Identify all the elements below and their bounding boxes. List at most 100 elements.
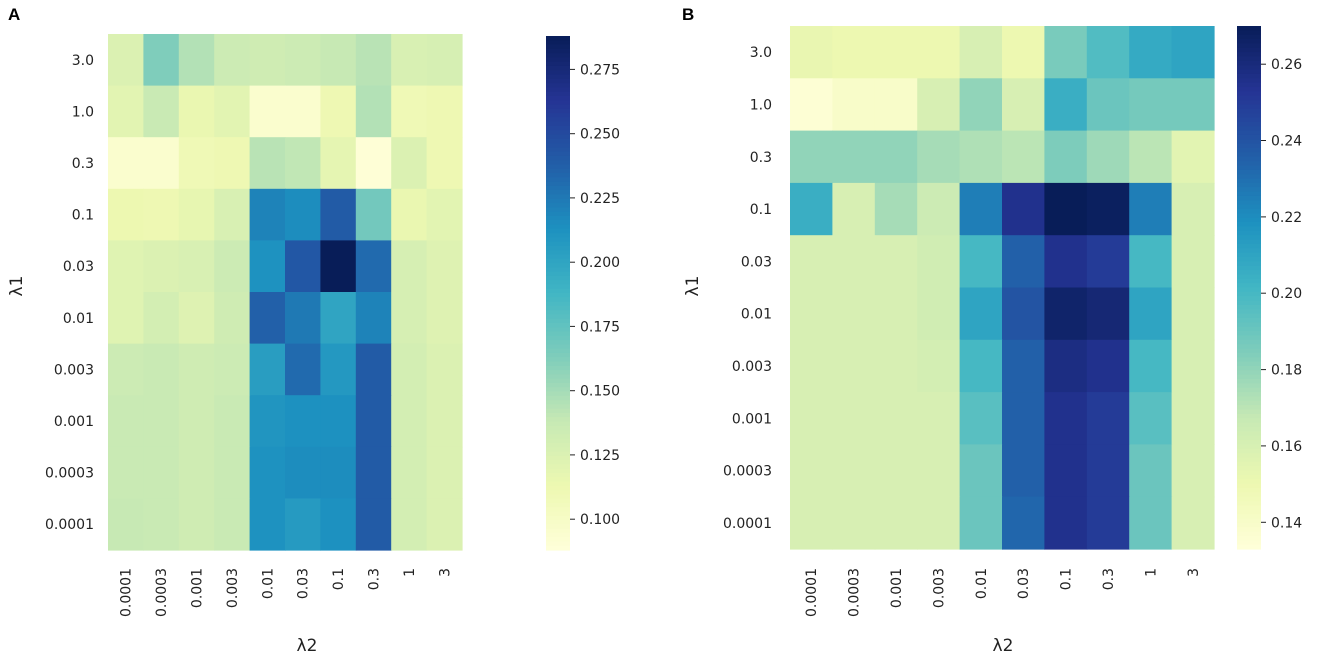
colorbar-strip [546,537,570,543]
colorbar-strip [1237,217,1261,223]
colorbar-strip [1237,235,1261,241]
heatmap-cell [790,339,833,393]
heatmap-cell [917,496,961,550]
heatmap-cell [832,235,876,289]
heatmap-cell [108,34,144,87]
heatmap-cell [832,287,876,341]
x-tick-label: 0.0003 [154,568,170,617]
heatmap-cell [874,235,918,289]
colorbar-strip [1237,95,1261,101]
colorbar-strip [546,284,570,290]
heatmap-cell [391,395,428,448]
colorbar-strip [546,541,570,547]
heatmap-cell [249,34,286,87]
colorbar-strip [546,48,570,54]
colorbar-strip [1237,514,1261,520]
y-tick-label: 0.003 [54,362,94,378]
colorbar-strip [546,61,570,67]
heatmap-cell [285,188,321,241]
colorbar-strip [1237,60,1261,66]
colorbar-strip [546,40,570,46]
heatmap-cell [320,188,357,241]
colorbar-strip [1237,448,1261,454]
panel-a: A 3.01.00.30.10.030.010.0030.0010.00030.… [7,5,620,656]
heatmap-cell [214,85,251,138]
colorbar-strip [1237,422,1261,428]
colorbar-strip [546,267,570,273]
colorbar-tick-label: 0.175 [580,319,620,335]
panel-a-y-axis-label: λ1 [7,276,27,297]
heatmap-cell [214,188,251,241]
heatmap-cell [285,446,321,499]
heatmap-cell [790,496,833,550]
colorbar-strip [1237,174,1261,180]
heatmap-cell [426,85,463,138]
heatmap-cell [1171,182,1215,236]
panel-a-y-ticks: 3.0 1.0 0.3 0.1 0.03 0.01 0.003 0.001 0.0003 0.00… [45,53,94,533]
y-tick-label: 0.03 [741,254,772,270]
colorbar-strip [546,241,570,247]
heatmap-cell [959,130,1003,184]
colorbar-strip [546,65,570,71]
colorbar-strip [546,194,570,200]
panel-a-x-ticks: 0.0001 0.0003 0.001 0.003 0.01 0.03 0.1 0.3 1 3 [119,568,454,617]
heatmap-cell [790,444,833,498]
x-tick-label: 0.0001 [119,568,135,617]
colorbar-strip [546,53,570,59]
heatmap-cell [959,287,1003,341]
colorbar-strip [1237,357,1261,363]
colorbar-strip [1237,361,1261,367]
colorbar-strip [546,322,570,328]
colorbar-strip [1237,374,1261,380]
heatmap-cell [178,292,215,345]
heatmap-cell [285,343,321,396]
heatmap-cell [1171,496,1215,550]
heatmap-cell [959,235,1003,289]
heatmap-cell [1044,339,1088,393]
heatmap-cell [108,85,144,138]
colorbar-strip [1237,100,1261,106]
colorbar-strip [546,245,570,251]
heatmap-cell [1171,392,1215,445]
colorbar-strip [546,254,570,260]
colorbar-strip [546,318,570,324]
colorbar-strip [1237,418,1261,424]
heatmap-cell [874,339,918,393]
heatmap-cell [917,78,961,132]
colorbar-strip [546,215,570,221]
colorbar-strip [1237,444,1261,450]
heatmap-cell [249,498,286,551]
heatmap-cell [214,498,251,551]
heatmap-cell [391,188,428,241]
heatmap-cell [959,26,1003,79]
colorbar-strip [546,421,570,427]
panel-b-colorbar: 0.14 0.16 0.18 0.20 0.22 0.24 0.26 [1237,26,1302,550]
colorbar-strip [1237,487,1261,493]
heatmap-cell [790,287,833,341]
heatmap-cell [178,188,215,241]
colorbar-strip [1237,283,1261,289]
heatmap-cell [1044,444,1088,498]
colorbar-strip [1237,396,1261,402]
colorbar-strip [1237,291,1261,297]
colorbar-strip [1237,322,1261,328]
colorbar-strip [546,147,570,153]
heatmap-cell [391,498,428,551]
colorbar-strip [546,434,570,440]
colorbar-strip [546,91,570,97]
heatmap-cell [143,240,180,293]
colorbar-strip [1237,34,1261,40]
heatmap-cell [285,34,321,87]
colorbar-strip [1237,91,1261,97]
colorbar-tick-label: 0.275 [580,62,620,78]
heatmap-cell [426,188,463,241]
colorbar-strip [1237,222,1261,228]
colorbar-strip [1237,65,1261,71]
colorbar-strip [546,125,570,131]
colorbar-strip [1237,470,1261,476]
heatmap-cell [1129,392,1173,445]
heatmap-cell [178,498,215,551]
colorbar-strip [546,481,570,487]
heatmap-cell [874,182,918,236]
colorbar-strip [1237,379,1261,384]
